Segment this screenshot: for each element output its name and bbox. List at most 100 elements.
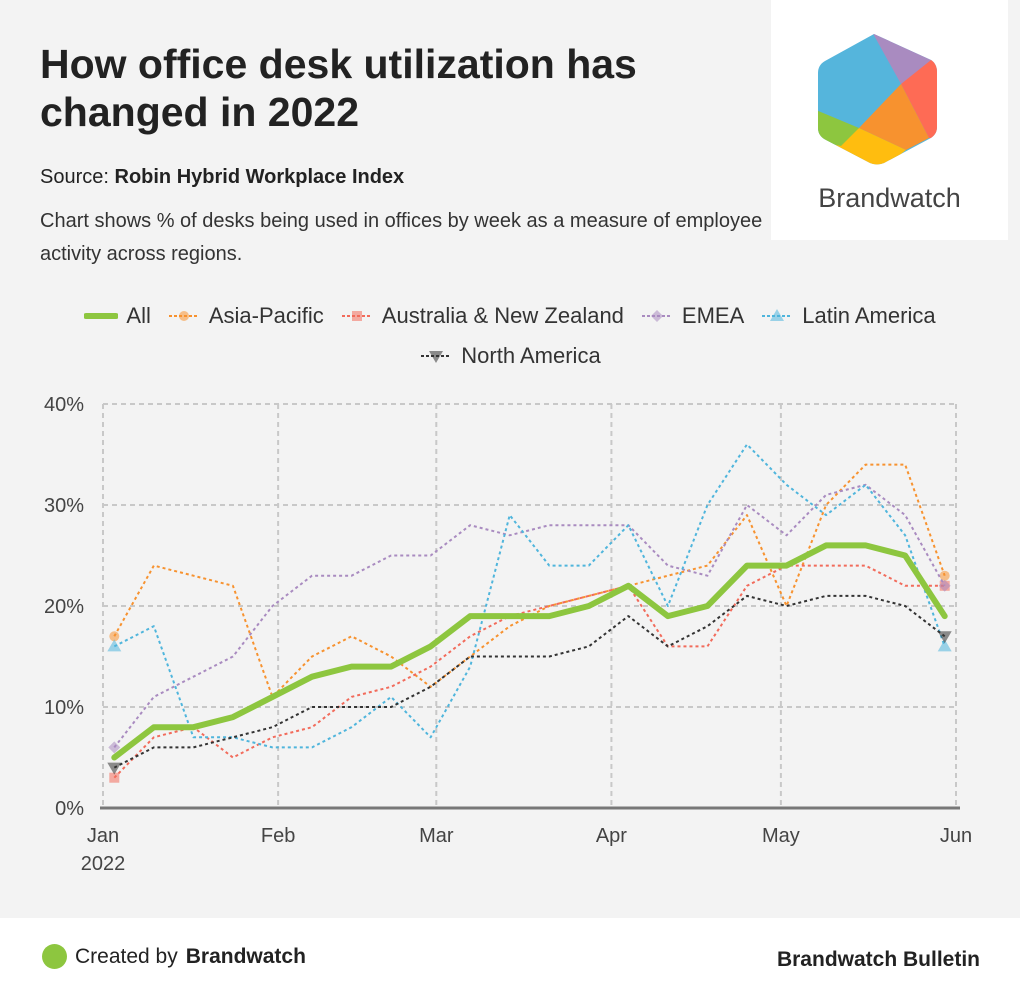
legend-swatch-icon: [641, 310, 672, 322]
y-tick-label: 30%: [44, 495, 84, 517]
data-point: [823, 492, 829, 498]
data-point: [784, 532, 790, 538]
source-label: Source:: [40, 166, 109, 188]
data-point: [428, 553, 434, 559]
legend-marker-icon: [178, 311, 189, 321]
legend-item-asia-pacific[interactable]: Asia-Pacific: [167, 303, 324, 329]
data-point: [586, 603, 592, 609]
data-point: [586, 643, 592, 649]
data-point: [546, 522, 552, 528]
green-dot-icon: [42, 944, 67, 969]
data-point: [704, 603, 710, 609]
data-point: [467, 613, 473, 619]
data-point: [507, 623, 513, 629]
data-point: [230, 734, 236, 740]
legend-swatch-icon: [84, 313, 119, 319]
data-point: [428, 664, 434, 670]
data-point: [309, 674, 315, 680]
end-marker: [937, 639, 952, 652]
data-point: [269, 724, 275, 730]
x-tick-sublabel: 2022: [81, 853, 126, 875]
data-point: [704, 563, 710, 569]
created-brand: Brandwatch: [185, 944, 306, 968]
start-marker: [109, 631, 120, 642]
data-point: [744, 593, 750, 599]
data-point: [704, 623, 710, 629]
data-point: [190, 744, 196, 750]
series-latin-america: [107, 443, 952, 750]
data-point: [507, 613, 513, 619]
line-chart: 0% 10% 20% 30% 40% Jan 2022 Feb Mar Apr May Jun: [44, 394, 972, 875]
data-point: [428, 684, 434, 690]
data-point: [744, 563, 750, 569]
data-point: [704, 502, 710, 508]
data-point: [704, 643, 710, 649]
data-point: [230, 583, 236, 589]
series-line: [113, 564, 945, 779]
data-point: [349, 694, 355, 700]
brandwatch-bulletin: Brandwatch Bulletin: [776, 948, 980, 971]
data-point: [388, 684, 394, 690]
legend-swatch-icon: [421, 351, 452, 363]
legend-item-all[interactable]: All: [84, 303, 151, 329]
data-point: [902, 462, 908, 468]
data-point: [190, 674, 196, 680]
data-point: [507, 532, 513, 538]
data-point: [151, 734, 157, 740]
data-point: [546, 654, 552, 660]
data-point: [467, 664, 473, 670]
data-point: [902, 512, 908, 518]
legend-item-emea[interactable]: EMEA: [640, 303, 744, 329]
data-point: [309, 744, 315, 750]
legend-swatch-icon: [168, 311, 199, 321]
legend-item-latin-america[interactable]: Latin America: [760, 303, 936, 329]
data-point: [823, 593, 829, 599]
series-asia-pacific: [109, 462, 950, 698]
data-point: [388, 654, 394, 660]
data-point: [428, 643, 434, 649]
y-tick-label: 0%: [55, 798, 84, 820]
data-point: [309, 724, 315, 730]
data-point: [823, 542, 829, 548]
data-point: [586, 563, 592, 569]
data-point: [428, 734, 434, 740]
data-point: [665, 573, 671, 579]
data-point: [230, 755, 236, 761]
brandwatch-hexagon-icon: [818, 34, 937, 165]
created-prefix: Created by: [75, 944, 178, 968]
data-point: [151, 623, 157, 629]
footer: Created by Brandwatch Brandwatch Bulletin: [0, 918, 1020, 1000]
y-tick-label: 40%: [44, 394, 84, 416]
x-tick-label: Mar: [419, 825, 454, 847]
start-marker: [109, 772, 120, 783]
legend-swatch-icon: [762, 309, 793, 321]
legend-item-north-america[interactable]: North America: [419, 343, 601, 369]
data-point: [467, 654, 473, 660]
start-marker: [107, 762, 122, 775]
data-point: [151, 563, 157, 569]
series-all: [111, 542, 948, 761]
legend-label: All: [126, 303, 151, 328]
legend-marker-icon: [650, 310, 663, 322]
data-point: [625, 613, 631, 619]
data-point: [190, 734, 196, 740]
data-point: [151, 724, 157, 730]
data-point: [546, 613, 552, 619]
data-point: [467, 522, 473, 528]
data-point: [269, 694, 275, 700]
legend-item-australia-new-zealand[interactable]: Australia & New Zealand: [340, 303, 624, 329]
data-point: [388, 553, 394, 559]
data-point: [784, 603, 790, 609]
data-point: [507, 654, 513, 660]
data-point: [151, 744, 157, 750]
legend-swatch-icon: [341, 311, 372, 321]
chart-description: Chart shows % of desks being used in off…: [40, 210, 763, 265]
legend-marker-icon: [770, 309, 785, 321]
data-point: [507, 512, 513, 518]
data-point: [349, 664, 355, 670]
data-point: [863, 542, 869, 548]
data-point: [784, 563, 790, 569]
data-point: [744, 502, 750, 508]
data-point: [863, 462, 869, 468]
y-tick-label: 10%: [44, 697, 84, 719]
